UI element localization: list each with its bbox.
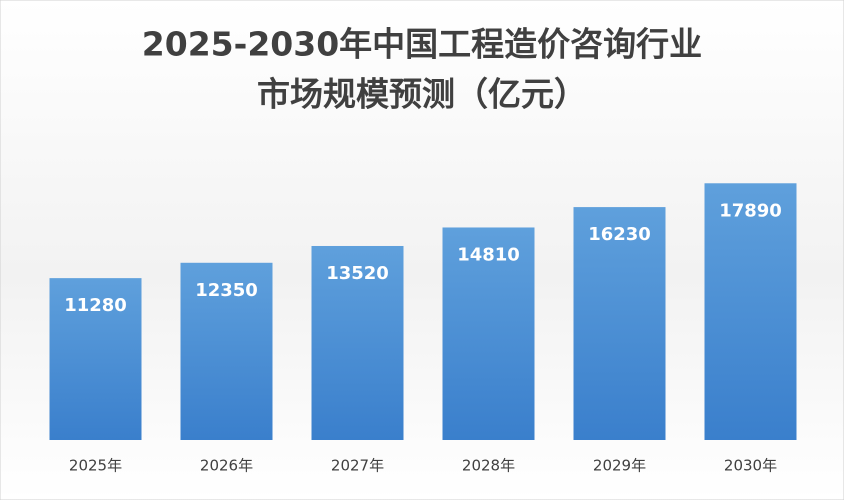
x-tick-label: 2026年 (200, 457, 253, 475)
bar (180, 262, 273, 440)
bar (573, 207, 666, 440)
bar (311, 245, 404, 440)
value-label: 14810 (457, 244, 520, 265)
value-label: 13520 (326, 263, 389, 284)
x-tick-label: 2030年 (724, 457, 777, 475)
value-label: 11280 (64, 295, 127, 316)
value-label: 16230 (588, 224, 651, 245)
x-tick-label: 2029年 (593, 457, 646, 475)
bar (442, 227, 535, 440)
x-tick-label: 2025年 (69, 457, 122, 475)
bar (49, 278, 142, 440)
bar (704, 183, 797, 440)
chart-title: 2025-2030年中国工程造价咨询行业 (142, 25, 702, 64)
x-tick-label: 2028年 (462, 457, 515, 475)
value-label: 12350 (195, 280, 258, 301)
x-tick-label: 2027年 (331, 457, 384, 475)
chart-title: 市场规模预测（亿元） (257, 75, 587, 114)
value-label: 17890 (719, 200, 782, 221)
